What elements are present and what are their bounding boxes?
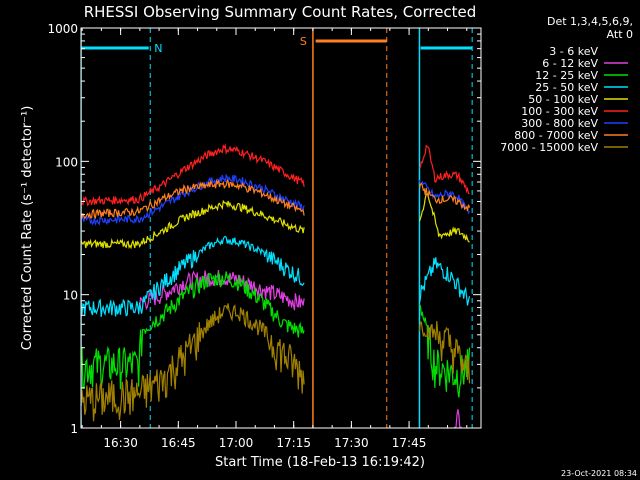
legend-header-line-1: Det 1,3,4,5,6,9,: [547, 15, 633, 28]
legend-entry-label: 300 - 800 keV: [521, 117, 598, 130]
legend-entry-label: 12 - 25 keV: [535, 69, 598, 82]
series-line-orbit-2: [419, 304, 471, 398]
x-tick-label: 16:45: [161, 436, 196, 450]
series-line-orbit-2: [418, 257, 471, 306]
legend-entry-label: 800 - 7000 keV: [514, 129, 598, 142]
x-tick-label: 17:00: [219, 436, 254, 450]
legend-entry-label: 25 - 50 keV: [535, 81, 598, 94]
legend-entry-label: 6 - 12 keV: [542, 57, 598, 70]
series-line-orbit-1: [81, 199, 305, 250]
x-tick-label: 17:15: [276, 436, 311, 450]
series-line-orbit-2: [418, 321, 471, 384]
legend-entry-label: 7000 - 15000 keV: [500, 141, 598, 154]
series-line-orbit-1: [81, 143, 305, 207]
y-tick-label: 10: [63, 289, 78, 303]
footer-date: 23-Oct-2021 08:34: [561, 469, 637, 478]
series-300-to-800keV: [81, 173, 471, 227]
series-line-orbit-1: [81, 303, 305, 422]
legend-entry-label: 3 - 6 keV: [549, 45, 598, 58]
chart-title: RHESSI Observing Summary Count Rates, Co…: [84, 3, 477, 21]
series-line-orbit-2: [418, 179, 471, 215]
series-100-to-300keV: [81, 143, 470, 207]
series-line-orbit-1: [81, 173, 305, 227]
series-line-orbit-1: [81, 178, 305, 220]
y-tick-label: 1: [70, 422, 78, 436]
series-800-to-7000keV: [81, 178, 471, 220]
series-line-orbit-2: [419, 144, 470, 195]
legend-entry-label: 100 - 300 keV: [521, 105, 598, 118]
series-line-orbit-2: [418, 182, 471, 212]
y-tick-label: 100: [55, 155, 78, 169]
plot-area: NS: [81, 28, 473, 428]
series-25-to-50keV: [81, 235, 471, 317]
x-axis: 16:30 16:45 17:00 17:15 17:30 17:45: [81, 28, 468, 450]
y-tick-label: 1000: [47, 22, 78, 36]
series-12-to-25keV: [81, 271, 471, 398]
series-line-orbit-2: [454, 409, 462, 428]
series-line-orbit-1: [81, 271, 305, 390]
legend-entry-label: 50 - 100 keV: [528, 93, 598, 106]
saa-label: S: [300, 35, 307, 48]
y-axis: 1 10 100 1000: [47, 22, 481, 436]
plot-frame: [80, 27, 482, 429]
series-7000-to-15000keV: [81, 303, 471, 422]
overlay-layer: NS: [81, 28, 473, 428]
series-layer: [81, 143, 471, 428]
series-line-orbit-1: [81, 235, 305, 317]
x-axis-label: Start Time (18-Feb-13 16:19:42): [215, 455, 425, 470]
legend-header-line-2: Att 0: [607, 28, 633, 41]
x-tick-label: 16:30: [103, 436, 138, 450]
x-tick-label: 17:45: [392, 436, 427, 450]
y-axis-label: Corrected Count Rate (s⁻¹ detector⁻¹): [20, 106, 35, 351]
x-tick-label: 17:30: [334, 436, 369, 450]
night-label: N: [154, 42, 162, 55]
series-line-orbit-2: [422, 306, 470, 348]
